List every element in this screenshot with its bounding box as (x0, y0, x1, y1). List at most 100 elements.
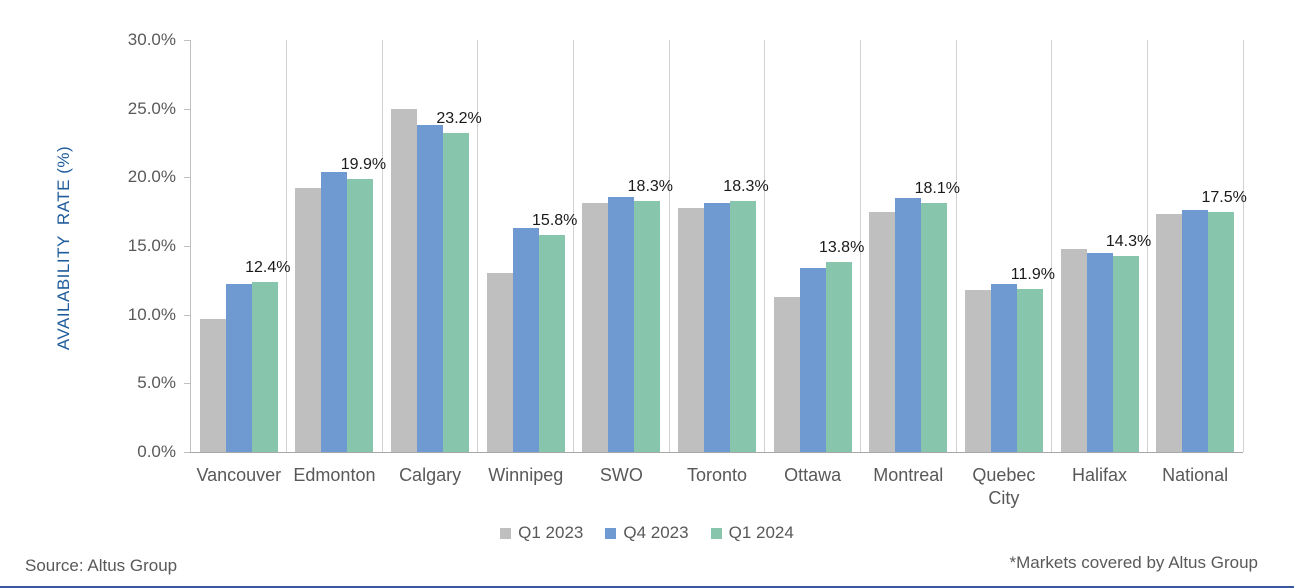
bar-q4-2023-quebec-city (990, 284, 1017, 452)
data-label-national: 17.5% (1201, 188, 1247, 206)
y-tick-mark (184, 383, 191, 385)
bar-q1-2023-winnipeg (486, 273, 513, 452)
bar-q4-2023-ottawa (799, 267, 826, 452)
legend-swatch-icon (500, 527, 512, 539)
legend-item-q1-2024: Q1 2024 (710, 523, 794, 543)
gridline (1146, 40, 1148, 452)
category-group-calgary: 23.2% (382, 40, 482, 452)
bar-q1-2024-toronto (729, 200, 756, 452)
data-label-toronto: 18.3% (723, 177, 769, 195)
gridline (477, 40, 479, 452)
bar-q4-2023-edmonton (321, 171, 348, 452)
bar-q1-2024-vancouver (251, 281, 278, 452)
bar-q1-2024-montreal (921, 203, 948, 452)
category-group-edmonton: 19.9% (287, 40, 387, 452)
legend: Q1 2023 Q4 2023 Q1 2024 (0, 523, 1294, 543)
plot-area: 12.4% 19.9% 23.2% 15.8% 18.3% 18.3% 13.8% 18.1%… (191, 40, 1247, 452)
category-group-vancouver: 12.4% (191, 40, 291, 452)
bar-q1-2023-calgary (391, 108, 418, 452)
category-group-montreal: 18.1% (860, 40, 960, 452)
legend-label: Q1 2023 (518, 523, 584, 542)
x-tick-label-calgary: Calgary (399, 465, 462, 485)
legend-item-q4-2023: Q4 2023 (605, 523, 689, 543)
category-group-swo: 18.3% (574, 40, 673, 452)
gridline (764, 40, 766, 452)
y-tick-mark (184, 177, 191, 179)
data-label-calgary: 23.2% (436, 110, 482, 128)
bar-q1-2023-national (1156, 214, 1183, 452)
gridline (1051, 40, 1053, 452)
data-label-montreal: 18.1% (914, 180, 960, 198)
y-tick-label: 30.0% (127, 30, 176, 49)
category-group-toronto: 18.3% (669, 40, 769, 452)
x-tick-label-toronto: Toronto (686, 465, 747, 485)
y-tick-mark (184, 40, 191, 41)
gridline (381, 40, 383, 452)
legend-label: Q1 2024 (728, 523, 794, 542)
bar-q4-2023-national (1182, 210, 1209, 452)
bar-q1-2024-ottawa (825, 262, 852, 452)
bar-q1-2023-vancouver (199, 318, 226, 452)
bar-q1-2024-edmonton (347, 178, 374, 452)
legend-label: Q4 2023 (623, 523, 689, 542)
legend-swatch-icon (605, 527, 617, 539)
bar-q1-2024-quebec-city (1016, 288, 1043, 452)
bar-q1-2023-swo (582, 203, 609, 452)
bar-q1-2023-ottawa (773, 296, 800, 452)
bar-q1-2024-calgary (443, 133, 470, 452)
x-tick-label-montreal: Montreal (873, 465, 944, 485)
gridline (859, 40, 861, 452)
gridline (1242, 40, 1244, 452)
bar-q1-2024-halifax (1112, 255, 1139, 452)
x-tick-label-edmonton: Edmonton (293, 465, 376, 485)
y-tick-label: 5.0% (137, 373, 176, 393)
data-label-winnipeg: 15.8% (532, 212, 578, 230)
data-label-halifax: 14.3% (1105, 232, 1152, 250)
category-group-halifax: 14.3% (1052, 40, 1152, 452)
y-tick-label: 10.0% (127, 304, 176, 324)
y-tick-label: 15.0% (127, 236, 176, 255)
data-label-edmonton: 19.9% (340, 155, 387, 173)
y-axis-title: AVAILABILITY RATE (%) (54, 145, 73, 351)
gridline (668, 40, 670, 452)
gridline (286, 40, 288, 452)
category-group-quebec-city: 11.9% (956, 40, 1055, 452)
x-tick-label-quebec-city: Quebec City (972, 465, 1036, 508)
y-tick-mark (184, 246, 191, 247)
bar-q1-2024-national (1208, 211, 1235, 452)
data-label-quebec-city: 11.9% (1010, 265, 1055, 283)
bar-q1-2024-winnipeg (538, 235, 565, 452)
category-group-winnipeg: 15.8% (478, 40, 578, 452)
x-tick-label-swo: SWO (599, 465, 643, 485)
x-tick-label-national: National (1162, 465, 1229, 485)
y-tick-mark (184, 108, 191, 110)
category-group-ottawa: 13.8% (765, 40, 865, 452)
bar-q4-2023-winnipeg (512, 228, 539, 452)
data-label-ottawa: 13.8% (818, 239, 865, 257)
bar-q4-2023-swo (608, 196, 635, 452)
bar-q1-2023-montreal (869, 211, 896, 452)
category-group-national: 17.5% (1147, 40, 1247, 452)
x-tick-label-halifax: Halifax (1072, 465, 1128, 485)
y-tick-mark (184, 314, 191, 316)
y-tick-label: 0.0% (137, 442, 176, 461)
x-tick-label-ottawa: Ottawa (784, 465, 842, 485)
y-tick-mark (184, 452, 191, 453)
legend-swatch-icon (710, 527, 722, 539)
markets-footnote: *Markets covered by Altus Group (1009, 553, 1258, 572)
y-tick-label: 20.0% (127, 167, 176, 187)
bar-q1-2023-quebec-city (964, 289, 991, 452)
bar-q4-2023-toronto (703, 203, 730, 452)
bar-q4-2023-calgary (417, 125, 444, 452)
gridline (955, 40, 957, 452)
x-axis-line (190, 452, 1243, 453)
bottom-divider (0, 586, 1294, 588)
bar-q4-2023-montreal (895, 197, 922, 452)
bar-q1-2024-swo (634, 200, 661, 452)
bar-q1-2023-halifax (1060, 248, 1087, 452)
data-label-vancouver: 12.4% (245, 258, 291, 276)
y-tick-label: 25.0% (127, 98, 176, 118)
bar-q4-2023-halifax (1086, 252, 1113, 452)
source-note: Source: Altus Group (25, 556, 178, 575)
